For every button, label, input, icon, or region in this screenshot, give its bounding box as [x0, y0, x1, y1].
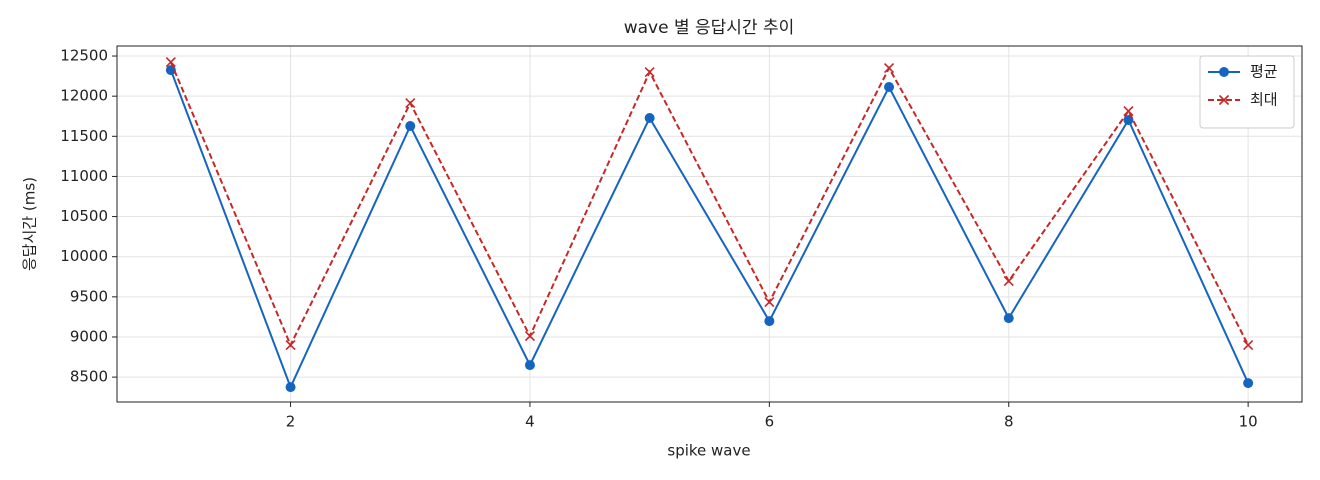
point: [165, 56, 176, 68]
y-tick-label: 10500: [60, 207, 108, 225]
point: [644, 66, 655, 78]
y-tick-label: 10000: [60, 247, 108, 265]
x-tick-label: 6: [765, 413, 775, 431]
series-line: [169, 61, 1250, 348]
x-axis-label: spike wave: [667, 442, 750, 460]
point: [1003, 276, 1014, 287]
y-tick-label: 8500: [70, 368, 108, 386]
y-tick-label: 12000: [60, 87, 108, 105]
x-tick-label: 10: [1239, 413, 1258, 431]
x-tick-label: 2: [286, 413, 296, 431]
point: [285, 382, 296, 393]
point: [1123, 105, 1134, 117]
legend-box: [1199, 55, 1295, 129]
point: [1243, 378, 1254, 389]
legend-label: 평균: [1250, 63, 1278, 81]
point: [764, 296, 775, 308]
point: [524, 331, 536, 342]
plot-frame: [116, 45, 1303, 403]
point: [883, 63, 895, 74]
legend-marker: [1219, 67, 1229, 77]
legend-label: 최대: [1250, 91, 1278, 109]
point: [285, 340, 296, 351]
point: [764, 316, 775, 327]
point: [165, 65, 176, 76]
y-tick-label: 11000: [60, 167, 108, 185]
point: [524, 360, 535, 371]
y-tick-label: 9500: [70, 287, 108, 305]
point: [1003, 313, 1014, 324]
y-tick-label: 12500: [60, 47, 108, 65]
point: [1243, 340, 1254, 351]
x-tick-label: 4: [525, 413, 535, 431]
legend-marker: [1218, 94, 1230, 106]
point: [405, 98, 416, 109]
y-tick-label: 9000: [70, 327, 108, 345]
chart-title: wave 별 응답시간 추이: [624, 18, 795, 38]
y-axis-label: 응답시간 (ms): [21, 177, 39, 271]
point: [884, 82, 895, 93]
point: [405, 121, 416, 132]
x-tick-label: 8: [1004, 413, 1014, 431]
series-line: [169, 69, 1250, 390]
point: [644, 113, 655, 124]
y-tick-label: 11500: [60, 127, 108, 145]
